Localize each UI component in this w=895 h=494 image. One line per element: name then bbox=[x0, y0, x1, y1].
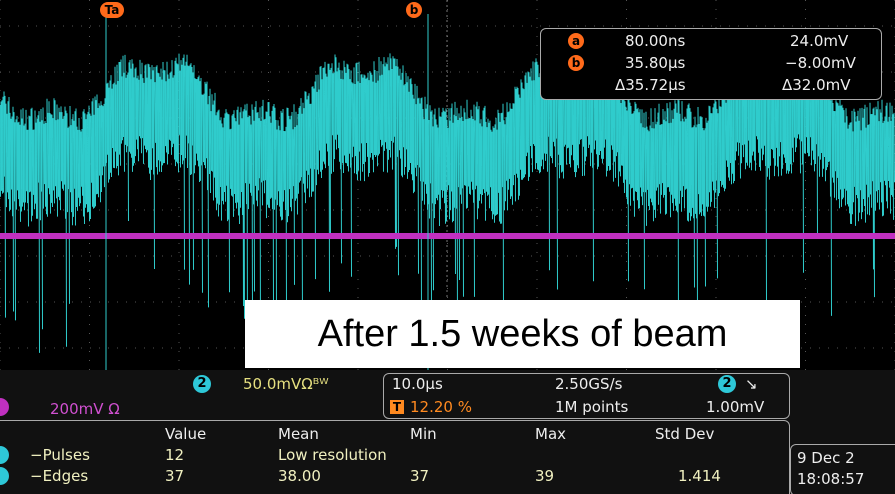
channel-scale: 50.0mVΩᴮᵂ bbox=[243, 375, 329, 393]
readout-a-label: a bbox=[568, 33, 584, 49]
annotation: After 1.5 weeks of beam bbox=[245, 300, 800, 368]
column-header: Max bbox=[535, 425, 566, 443]
row-label: −Pulses bbox=[30, 446, 90, 464]
sample-rate: 2.50GS/s bbox=[555, 375, 622, 393]
readout-a-time: 80.00ns bbox=[625, 32, 685, 50]
channel-badge: 2 bbox=[193, 375, 211, 393]
readout-delta-volt: Δ32.0mV bbox=[782, 76, 851, 94]
readout-b-time: 35.80µs bbox=[625, 54, 685, 72]
cell: Low resolution bbox=[278, 446, 387, 464]
cursor-a-label: a bbox=[111, 3, 119, 17]
cell: 39 bbox=[535, 467, 554, 485]
trigger-source: 2 bbox=[718, 375, 736, 393]
timebase: 10.0µs bbox=[392, 375, 443, 393]
trigger-level: 1.00mV bbox=[706, 398, 764, 416]
readout-a-volt: 24.0mV bbox=[790, 32, 848, 50]
column-header: Value bbox=[165, 425, 206, 443]
column-header: Std Dev bbox=[655, 425, 714, 443]
column-header: Min bbox=[410, 425, 437, 443]
scope-screen: Ta b a 80.00ns 24.0mV b 35.80µs −8.00mV … bbox=[0, 0, 895, 494]
trigger-slope: ↘ bbox=[745, 375, 758, 393]
readout-delta-time: Δ35.72µs bbox=[615, 76, 686, 94]
cursor-b-label: b bbox=[406, 2, 422, 18]
cell: 1.414 bbox=[678, 467, 721, 485]
cell: 38.00 bbox=[278, 467, 321, 485]
time: 18:08:57 bbox=[797, 470, 864, 488]
column-header: Mean bbox=[278, 425, 319, 443]
trigger-position: 12.20 % bbox=[410, 398, 472, 416]
cell: 12 bbox=[165, 446, 184, 464]
cell: 37 bbox=[410, 467, 429, 485]
readout-b-label: b bbox=[568, 55, 584, 71]
cell: 37 bbox=[165, 467, 184, 485]
date: 9 Dec 2 bbox=[797, 449, 855, 467]
readout-b-volt: −8.00mV bbox=[785, 54, 856, 72]
cursor-a-marker: Ta bbox=[100, 2, 124, 18]
channel-1-trace bbox=[0, 233, 895, 239]
trigger-icon: T bbox=[390, 400, 404, 414]
channel-1-scale: 200mV Ω bbox=[50, 400, 120, 418]
record-length: 1M points bbox=[555, 398, 628, 416]
row-label: −Edges bbox=[30, 467, 88, 485]
